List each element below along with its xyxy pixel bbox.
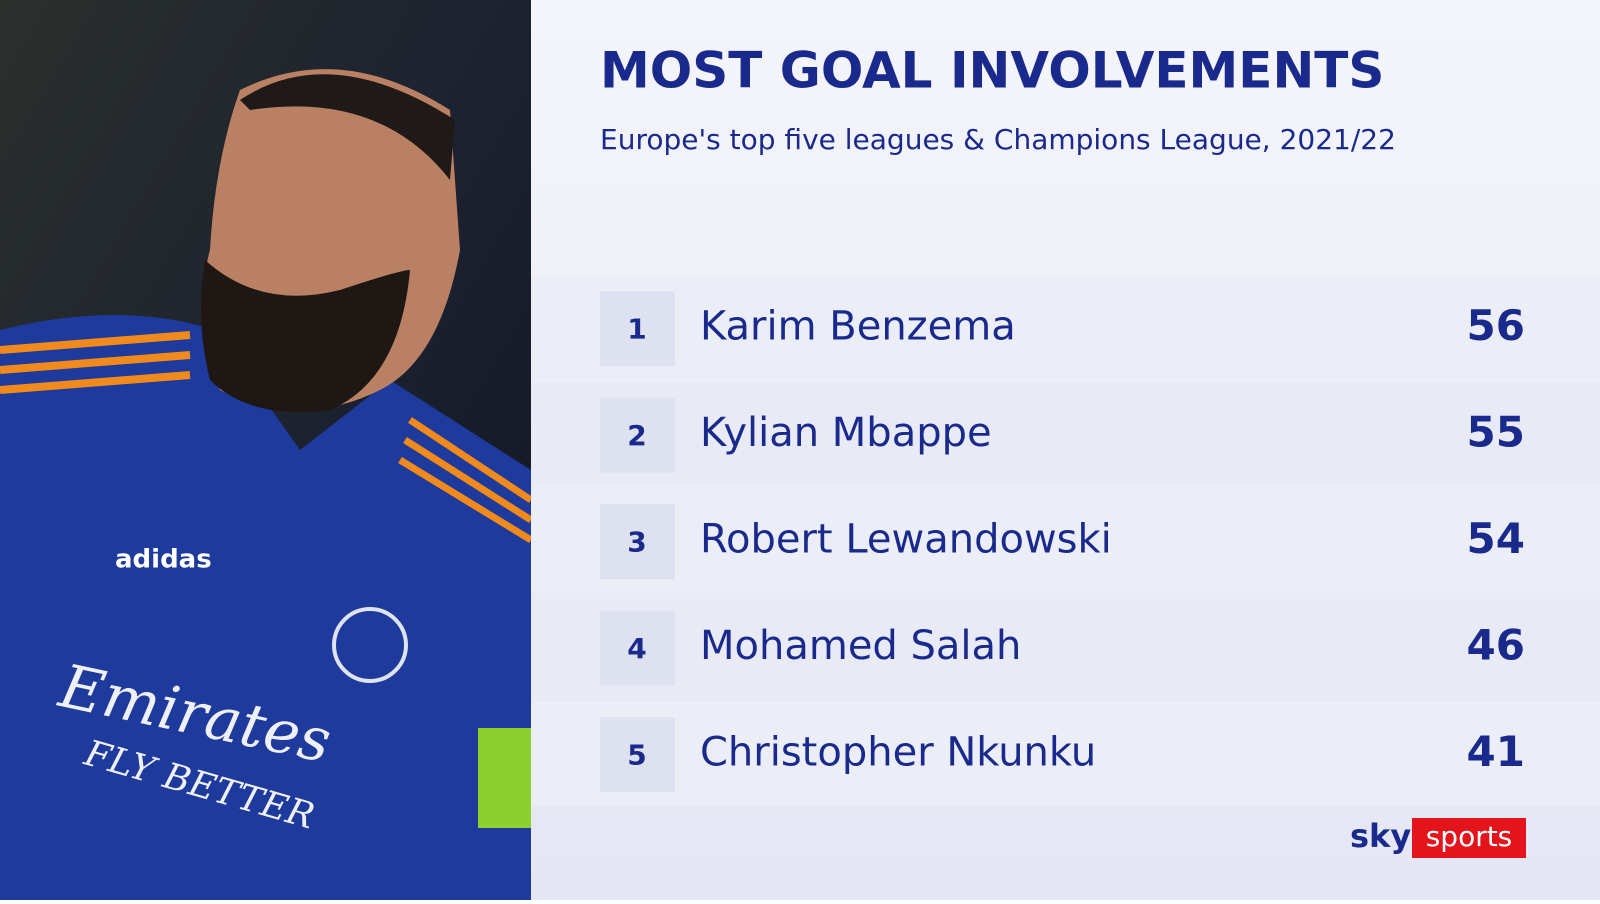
table-row: 5 Christopher Nkunku 41 [531,702,1600,806]
title: MOST GOAL INVOLVEMENTS [600,42,1384,100]
logo-sports: sports [1426,820,1513,853]
rank-box [600,610,675,686]
player-name: Karim Benzema [700,303,1016,349]
table-row: 3 Robert Lewandowski 54 [531,489,1600,593]
crest [332,607,408,683]
player-name: Robert Lewandowski [700,516,1112,562]
shirt-stripes-right [398,417,533,543]
table-row: 1 Karim Benzema 56 [531,276,1600,380]
goal-involvements: 55 [1467,407,1525,456]
rank: 1 [627,312,646,345]
goal-involvements: 46 [1467,620,1525,669]
hair [240,74,455,180]
rank-box [600,291,675,367]
rank-box [600,504,675,580]
goal-involvements: 54 [1467,514,1525,563]
row-background [531,382,1600,486]
player-name: Mohamed Salah [700,623,1021,669]
table-row: 2 Kylian Mbappe 55 [531,382,1600,486]
row-background [531,702,1600,806]
shirt-brand: adidas [115,545,212,575]
table: 1 Karim Benzema 56 2 Kylian Mbappe 55 3 Robert … [531,276,1600,806]
logo: sky sports [1350,817,1526,858]
rank: 4 [627,632,646,665]
row-background [531,276,1600,380]
shirt [0,315,531,900]
rank-box [600,397,675,473]
table-row: 4 Mohamed Salah 46 [531,595,1600,699]
rank: 2 [627,419,646,452]
goal-involvements: 41 [1467,727,1525,776]
player-name: Kylian Mbappe [700,410,992,456]
rank: 5 [627,738,646,771]
subtitle: Europe's top five leagues & Champions Le… [600,123,1396,156]
player-name: Christopher Nkunku [700,729,1096,775]
shirt-stripes [0,331,191,394]
logo-box [1412,818,1526,858]
row-background [531,489,1600,593]
rank-box [600,717,675,793]
beard [201,260,410,412]
row-background [531,595,1600,699]
logo-sky: sky [1350,817,1411,855]
armband [478,728,531,828]
rank: 3 [627,525,646,558]
goal-involvements: 56 [1467,301,1525,350]
photo: adidas Emirates FLY BETTER [0,0,533,900]
